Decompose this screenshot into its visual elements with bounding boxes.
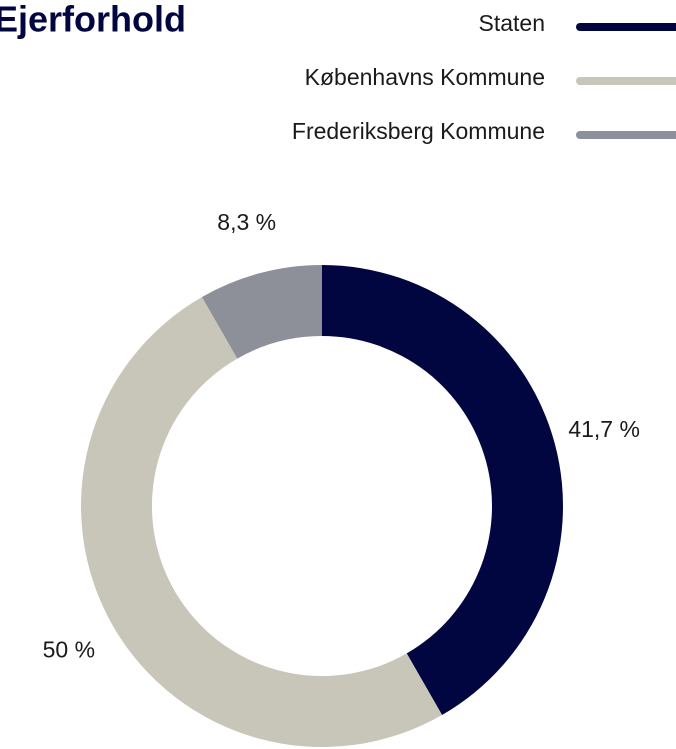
- value-label: 41,7 %: [568, 416, 640, 442]
- legend-label: Københavns Kommune: [305, 64, 545, 90]
- slice: [201, 265, 322, 359]
- chart-title: Ejerforhold: [0, 0, 186, 40]
- legend-label: Staten: [479, 10, 546, 36]
- slice: [81, 297, 443, 747]
- legend-label: Frederiksberg Kommune: [292, 118, 545, 144]
- value-label: 50 %: [43, 637, 95, 663]
- slice: [322, 265, 564, 715]
- value-label: 8,3 %: [217, 209, 276, 235]
